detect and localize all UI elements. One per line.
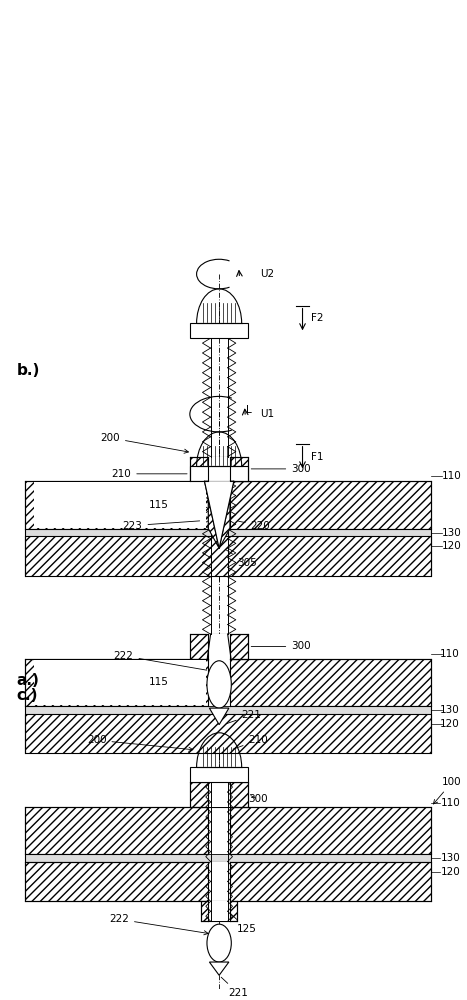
Bar (25, 529, 431, 536)
Text: 130: 130 (434, 705, 460, 715)
Text: 300: 300 (248, 794, 268, 804)
Text: L: L (246, 405, 252, 415)
Text: 221: 221 (226, 710, 262, 724)
Bar (25, 536, 431, 576)
Text: 305: 305 (226, 550, 257, 568)
Text: 115: 115 (149, 677, 168, 687)
Bar (208, 481, 230, 529)
Bar (25, 659, 431, 706)
Ellipse shape (207, 924, 231, 962)
Text: 221: 221 (221, 977, 248, 998)
Bar (25, 807, 431, 854)
Bar (25, 854, 431, 862)
Text: 222: 222 (113, 651, 207, 670)
Bar (35, 660, 206, 705)
Text: a.): a.) (16, 673, 39, 688)
Text: 130: 130 (441, 853, 460, 863)
Bar (208, 901, 230, 921)
Bar (190, 634, 248, 659)
Text: U1: U1 (260, 409, 274, 419)
Text: 220: 220 (239, 521, 270, 531)
Bar (208, 862, 230, 901)
Text: F2: F2 (311, 313, 323, 323)
Text: 120: 120 (433, 719, 460, 732)
Bar (25, 706, 431, 714)
Bar (208, 457, 230, 481)
Bar (190, 457, 248, 481)
Bar (208, 807, 230, 854)
Text: 300: 300 (251, 464, 311, 474)
Bar (25, 714, 431, 753)
Text: c.): c.) (16, 688, 38, 703)
Text: 110: 110 (441, 798, 460, 808)
Text: 200: 200 (87, 735, 193, 751)
Text: 100: 100 (433, 777, 462, 804)
Text: 110: 110 (434, 649, 460, 659)
Bar (208, 659, 230, 706)
Polygon shape (205, 481, 234, 548)
Bar (208, 634, 230, 659)
Bar (201, 901, 237, 921)
Text: b.): b.) (16, 363, 40, 378)
Text: 210: 210 (112, 469, 187, 479)
Polygon shape (209, 708, 229, 725)
Text: 200: 200 (100, 433, 189, 453)
Text: 210: 210 (233, 735, 268, 749)
Polygon shape (205, 481, 219, 548)
Text: 125: 125 (230, 913, 257, 934)
Bar (190, 323, 248, 338)
Bar (190, 466, 248, 481)
Bar (190, 767, 248, 782)
Text: 130: 130 (442, 528, 462, 538)
Bar (190, 782, 248, 807)
Bar (35, 482, 206, 528)
Polygon shape (209, 962, 229, 975)
Bar (25, 862, 431, 901)
Text: 120: 120 (442, 541, 462, 551)
Polygon shape (219, 481, 234, 548)
Text: 115: 115 (149, 500, 168, 510)
Text: 222: 222 (109, 914, 208, 935)
Text: 223: 223 (123, 521, 200, 531)
Ellipse shape (207, 661, 231, 708)
Text: F1: F1 (311, 452, 323, 462)
Text: 300: 300 (251, 641, 311, 651)
Text: U2: U2 (260, 269, 274, 279)
Bar (208, 782, 230, 807)
Text: 110: 110 (442, 471, 462, 481)
Text: 120: 120 (441, 867, 460, 877)
Bar (25, 481, 431, 529)
